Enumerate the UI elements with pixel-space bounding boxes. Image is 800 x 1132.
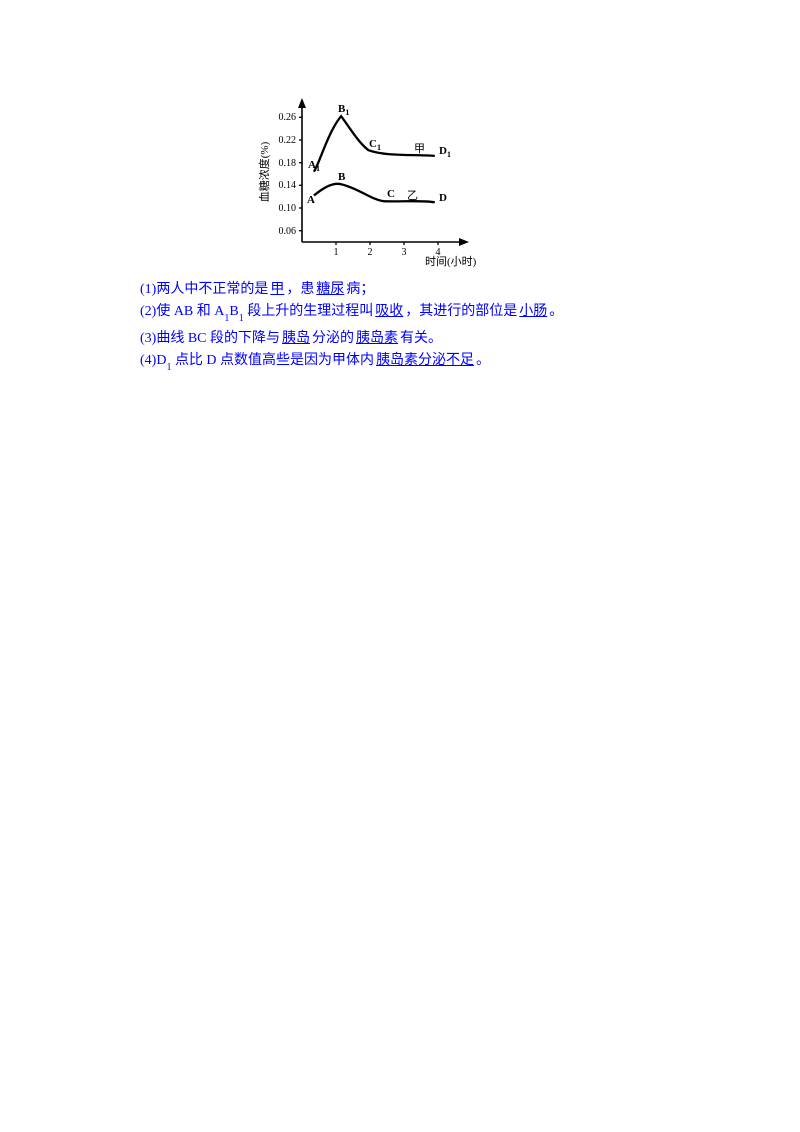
q2-sub1: 1: [224, 313, 229, 324]
y-tick-0: 0.06: [279, 226, 297, 237]
question-text-block: (1)两人中不正常的是甲，患糖尿病； (2)使 AB 和 A1B1 段上升的生理…: [140, 280, 700, 378]
label-B1: B1: [338, 103, 349, 117]
label-C: C: [387, 188, 395, 200]
question-2: (2)使 AB 和 A1B1 段上升的生理过程叫吸收，其进行的部位是小肠。: [140, 302, 700, 327]
label-series-yi: 乙: [407, 189, 418, 202]
question-4: (4)D1 点比 D 点数值高些是因为甲体内胰岛素分泌不足。: [140, 351, 700, 376]
q4-suffix: 。: [476, 353, 490, 368]
question-3: (3)曲线 BC 段的下降与胰岛分泌的胰岛素有关。: [140, 329, 700, 349]
label-D: D: [439, 192, 447, 204]
y-tick-4: 0.22: [279, 135, 297, 146]
q1-prefix: (1)两人中不正常的是: [140, 282, 268, 297]
x-tick-1: 2: [368, 247, 373, 258]
y-tick-3: 0.18: [279, 158, 297, 169]
x-tick-2: 3: [402, 247, 407, 258]
y-tick-5: 0.26: [279, 112, 297, 123]
q3-suffix: 有关。: [400, 331, 442, 346]
label-C1: C1: [369, 138, 381, 152]
y-axis-label: 血糖浓度(%): [257, 141, 271, 202]
q1-suffix: 病；: [346, 282, 374, 297]
q2-prefix: (2)使 AB 和 A: [140, 304, 224, 319]
q4-mid1: 点比 D 点数值高些是因为甲体内: [171, 353, 374, 368]
label-B: B: [338, 171, 346, 183]
q1-blank2: 糖尿: [314, 282, 346, 297]
label-D1: D1: [439, 145, 451, 159]
chart-svg: 0.06 0.10 0.14 0.18 0.22 0.26 1 2 3 4 血糖…: [250, 92, 480, 268]
label-series-jia: 甲: [414, 143, 425, 155]
q3-prefix: (3)曲线 BC 段的下降与: [140, 331, 280, 346]
q2-sub2: 1: [239, 313, 244, 324]
q1-blank1: 甲: [268, 282, 286, 297]
question-1: (1)两人中不正常的是甲，患糖尿病；: [140, 280, 700, 300]
q2-mid2: 段上升的生理过程叫: [244, 304, 374, 319]
x-tick-0: 1: [334, 247, 339, 258]
y-tick-1: 0.10: [279, 203, 297, 214]
q2-blank1: 吸收: [373, 304, 405, 319]
blood-sugar-chart: 0.06 0.10 0.14 0.18 0.22 0.26 1 2 3 4 血糖…: [250, 92, 480, 273]
q3-blank1: 胰岛: [280, 331, 312, 346]
q4-prefix: (4)D: [140, 353, 166, 368]
q3-mid1: 分泌的: [312, 331, 354, 346]
label-A: A: [307, 194, 315, 206]
q1-mid1: ，患: [286, 282, 314, 297]
q2-suffix: 。: [549, 304, 563, 319]
y-tick-2: 0.14: [279, 180, 297, 191]
x-axis-label: 时间(小时): [425, 255, 477, 268]
q4-sub1: 1: [166, 362, 171, 373]
q3-blank2: 胰岛素: [354, 331, 400, 346]
q2-mid3: ，其进行的部位是: [405, 304, 517, 319]
q2-mid1: B: [229, 304, 238, 319]
q2-blank2: 小肠: [517, 304, 549, 319]
q4-blank1: 胰岛素分泌不足: [374, 353, 476, 368]
